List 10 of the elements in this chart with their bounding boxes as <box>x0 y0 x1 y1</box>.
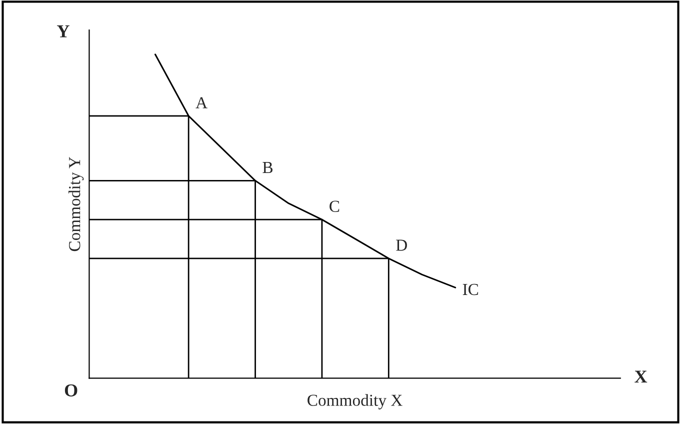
annotation: C <box>330 200 340 212</box>
annotation: D <box>396 240 407 251</box>
text: Y <box>57 25 70 38</box>
text: O <box>64 384 78 396</box>
text: X <box>634 370 648 383</box>
annotation: IC <box>462 284 478 296</box>
annotation: A <box>196 97 208 108</box>
y-axis-title: Commodity Y <box>68 156 84 252</box>
annotation: B <box>262 162 273 174</box>
x-axis-title: Commodity X <box>308 394 402 410</box>
